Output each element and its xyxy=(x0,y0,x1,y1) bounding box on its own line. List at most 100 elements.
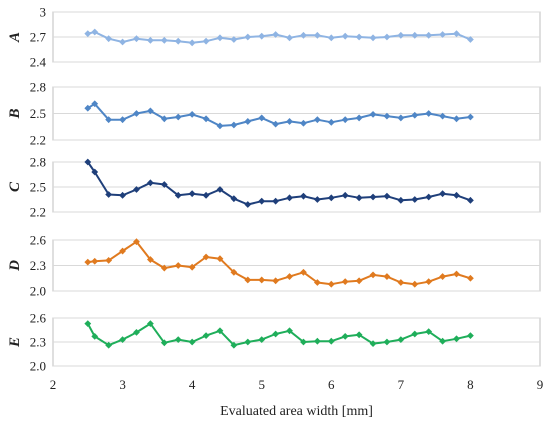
data-point xyxy=(119,38,126,46)
data-point xyxy=(439,112,446,120)
panel-B: 2.2 2.5 2.8 B xyxy=(7,80,541,148)
data-point xyxy=(188,263,196,271)
data-point xyxy=(300,31,307,39)
data-point xyxy=(411,330,419,338)
data-point xyxy=(202,115,210,123)
data-point xyxy=(286,34,293,42)
data-point xyxy=(147,36,154,44)
data-point xyxy=(397,279,405,286)
data-point xyxy=(369,340,377,347)
data-point xyxy=(383,112,391,120)
data-point xyxy=(286,118,293,125)
data-point xyxy=(160,339,168,347)
data-point xyxy=(244,338,252,346)
data-point xyxy=(84,30,92,38)
y-tick-label: 2.3 xyxy=(30,335,46,350)
data-point xyxy=(188,190,196,198)
x-tick-label: 3 xyxy=(119,377,126,392)
data-point xyxy=(84,158,92,166)
data-point xyxy=(439,273,446,280)
data-point xyxy=(188,110,196,118)
data-point xyxy=(272,120,280,128)
data-point xyxy=(425,110,433,117)
x-tick-label: 7 xyxy=(398,377,405,392)
x-axis-title: Evaluated area width [mm] xyxy=(220,404,373,419)
data-point xyxy=(383,273,391,280)
data-point xyxy=(160,264,168,272)
data-point xyxy=(439,337,446,345)
data-point xyxy=(160,36,168,44)
data-point xyxy=(341,333,349,340)
data-point xyxy=(105,257,113,264)
data-point xyxy=(272,330,280,338)
data-point xyxy=(188,338,196,346)
data-point xyxy=(174,37,182,45)
x-tick-label: 6 xyxy=(328,377,335,392)
data-point xyxy=(369,193,377,201)
data-point xyxy=(313,337,321,345)
data-point xyxy=(174,262,182,269)
y-tick-label: 2.2 xyxy=(30,133,46,148)
data-point xyxy=(327,118,335,126)
data-point xyxy=(355,331,363,339)
data-point xyxy=(119,116,126,124)
data-point xyxy=(313,116,321,124)
data-point xyxy=(397,336,405,343)
data-point xyxy=(133,329,140,336)
data-point xyxy=(369,271,377,279)
data-point xyxy=(341,191,349,199)
data-point xyxy=(258,114,266,122)
panel-C: 2.2 2.5 2.8 C xyxy=(7,155,541,220)
data-point xyxy=(258,336,266,343)
data-point xyxy=(300,268,307,276)
data-point xyxy=(105,116,113,124)
data-point xyxy=(383,33,391,41)
data-point xyxy=(174,113,182,121)
y-tick-label: 2.0 xyxy=(30,359,46,374)
data-point xyxy=(160,181,168,188)
data-point xyxy=(355,277,363,285)
panel-label-D: D xyxy=(7,260,23,272)
data-point xyxy=(119,247,126,255)
data-point xyxy=(272,277,280,285)
data-point xyxy=(397,196,405,204)
data-point xyxy=(467,196,474,204)
data-point xyxy=(341,116,349,124)
y-tick-label: 2.7 xyxy=(30,30,47,45)
data-point xyxy=(216,186,224,193)
y-tick-label: 2.0 xyxy=(30,284,46,299)
x-tick-label: 2 xyxy=(50,377,57,392)
data-point xyxy=(411,196,419,203)
data-point xyxy=(258,197,266,205)
data-point xyxy=(355,114,363,122)
data-point xyxy=(453,30,460,38)
data-point xyxy=(425,31,433,39)
panel-D: 2.0 2.3 2.6 D xyxy=(7,233,541,299)
data-point xyxy=(467,274,474,282)
data-point xyxy=(286,273,293,280)
data-point xyxy=(453,115,460,123)
data-point xyxy=(133,186,140,193)
y-tick-label: 2.5 xyxy=(30,106,46,121)
data-point xyxy=(188,39,196,47)
data-point xyxy=(425,193,433,201)
data-point xyxy=(174,336,182,343)
data-point xyxy=(147,256,154,263)
y-tick-label: 2.6 xyxy=(30,311,47,326)
data-point xyxy=(411,280,419,288)
data-point xyxy=(411,111,419,119)
data-point xyxy=(91,28,99,36)
data-point xyxy=(425,328,433,335)
data-point xyxy=(160,115,168,123)
data-point xyxy=(133,110,140,117)
y-tick-label: 2.8 xyxy=(30,155,46,170)
data-point xyxy=(286,194,293,202)
x-tick-label: 8 xyxy=(467,377,474,392)
data-point xyxy=(244,118,252,125)
y-tick-label: 2.5 xyxy=(30,180,46,195)
panel-label-C: C xyxy=(7,181,23,192)
data-point xyxy=(147,179,154,187)
y-tick-label: 2.6 xyxy=(30,233,47,248)
